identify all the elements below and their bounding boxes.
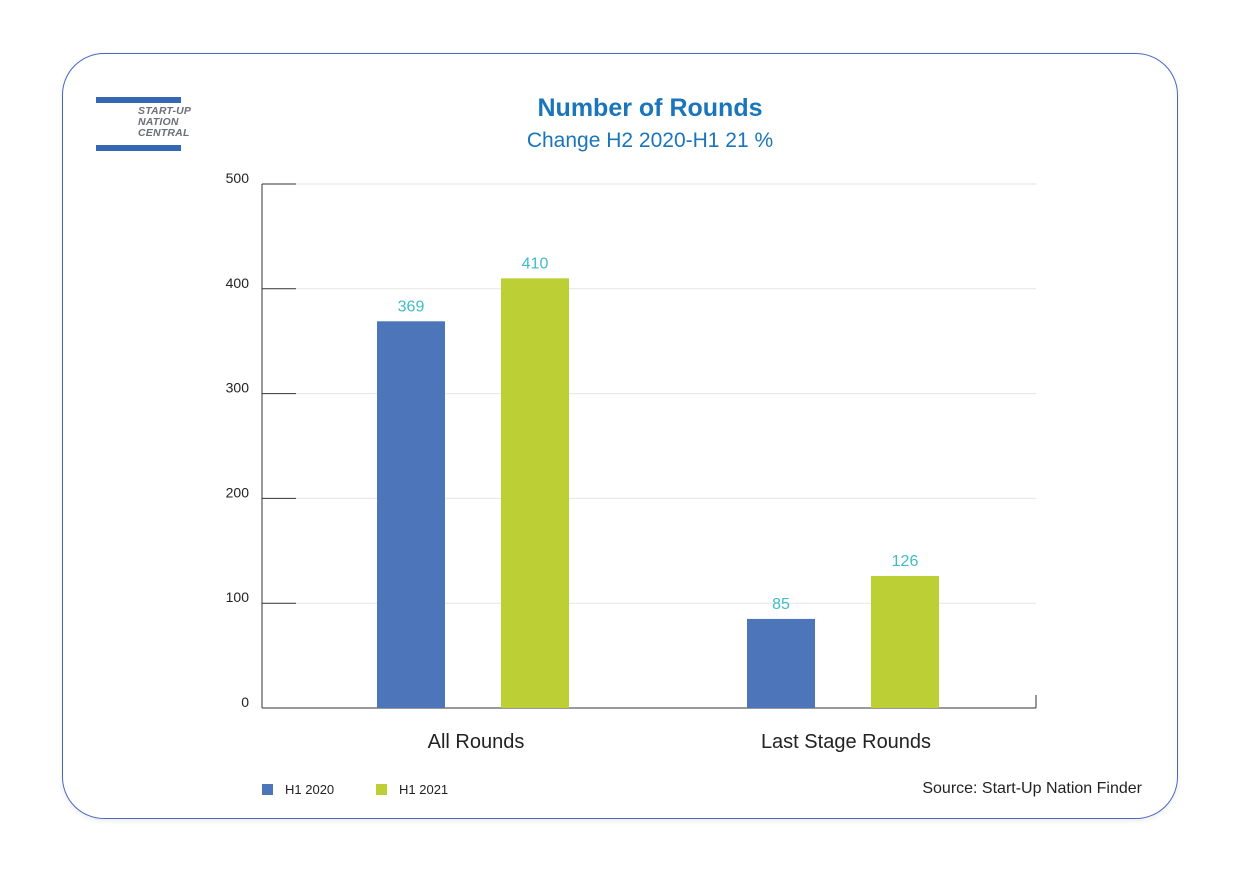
bar-h1-2021-last-stage-rounds	[871, 575, 939, 708]
bar-h1-2020-all-rounds	[377, 321, 445, 708]
logo-text-line1: START-UP	[138, 105, 192, 117]
logo-bottom-bar	[96, 145, 181, 151]
legend-label-h1-2020: H1 2020	[285, 782, 335, 797]
y-tick-label-500: 500	[226, 170, 250, 186]
legend-swatch-h1-2021	[376, 784, 387, 795]
y-tick-label-200: 200	[226, 484, 250, 500]
legend-item-h1-2020: H1 2020	[262, 782, 334, 797]
category-label-last-stage-rounds: Last Stage Rounds	[761, 731, 931, 753]
y-tick-label-100: 100	[226, 589, 250, 605]
data-label-h1-2020-last-stage-rounds: 85	[772, 596, 790, 613]
chart-card	[62, 53, 1178, 819]
y-tick-label-400: 400	[226, 275, 250, 291]
logo-text-line2: NATION	[138, 116, 179, 128]
y-tick-label-0: 0	[241, 694, 249, 710]
data-label-h1-2021-last-stage-rounds: 126	[892, 553, 919, 570]
logo-text-line3: CENTRAL	[138, 127, 190, 139]
source-note: Source: Start-Up Nation Finder	[922, 780, 1142, 797]
chart-subtitle: Change H2 2020-H1 21 %	[526, 129, 774, 152]
legend-swatch-h1-2020	[262, 784, 273, 795]
legend-label-h1-2021: H1 2021	[399, 782, 449, 797]
legend-item-h1-2021: H1 2021	[376, 782, 448, 797]
chart-title: Number of Rounds	[537, 94, 763, 122]
data-label-h1-2021-all-rounds: 410	[522, 255, 549, 272]
category-label-all-rounds: All Rounds	[428, 731, 525, 753]
bar-h1-2020-last-stage-rounds	[747, 618, 815, 708]
y-tick-label-300: 300	[226, 380, 250, 396]
data-label-h1-2020-all-rounds: 369	[398, 298, 425, 315]
logo-top-bar	[96, 97, 181, 103]
start-up-nation-central-logo: START-UP NATION CENTRAL	[96, 97, 216, 153]
bar-h1-2021-all-rounds	[501, 278, 569, 708]
